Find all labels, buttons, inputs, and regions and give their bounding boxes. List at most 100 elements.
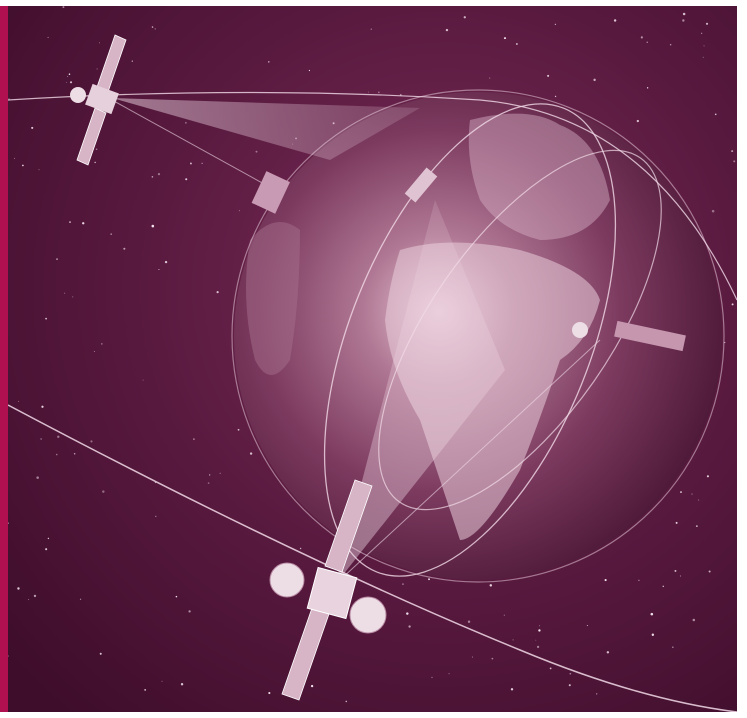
star: [164, 260, 168, 264]
signal-beam: [335, 200, 505, 585]
star: [161, 680, 163, 682]
star: [55, 453, 58, 456]
star: [593, 78, 596, 82]
star: [489, 77, 491, 79]
star: [367, 91, 369, 93]
star: [36, 476, 39, 479]
star: [68, 73, 71, 75]
star: [711, 209, 715, 213]
star: [467, 620, 471, 623]
star: [308, 69, 311, 72]
star: [706, 475, 709, 478]
star: [489, 584, 493, 587]
star: [201, 162, 203, 164]
star: [180, 683, 184, 686]
star: [8, 522, 9, 524]
star: [99, 42, 100, 44]
star: [538, 629, 541, 632]
star: [682, 19, 685, 22]
star: [64, 292, 66, 294]
orbit-ring: [323, 103, 617, 577]
star: [155, 515, 157, 518]
star: [463, 16, 466, 19]
star: [471, 656, 473, 658]
star: [18, 400, 19, 402]
star: [189, 162, 192, 165]
star: [67, 75, 69, 77]
star: [370, 28, 372, 30]
satellite: [251, 171, 290, 214]
satellite: [572, 320, 686, 352]
scene-content: [8, 6, 737, 712]
star: [310, 684, 314, 688]
star: [22, 164, 24, 167]
star: [445, 28, 449, 32]
solar-panel: [614, 320, 686, 352]
star: [406, 612, 409, 615]
star: [219, 472, 221, 474]
star: [8, 655, 9, 657]
star: [40, 438, 42, 440]
star: [158, 268, 160, 271]
antenna-dish: [572, 322, 588, 338]
star: [613, 19, 617, 22]
star: [703, 45, 705, 47]
star: [249, 452, 253, 455]
star: [431, 676, 433, 679]
star: [14, 157, 15, 159]
star: [731, 150, 734, 153]
satellite: [404, 167, 438, 203]
star: [554, 95, 557, 98]
star: [672, 646, 674, 649]
satellite: [70, 34, 127, 166]
star: [62, 6, 65, 9]
star: [185, 178, 188, 181]
star: [93, 351, 95, 352]
star: [102, 490, 105, 493]
star: [188, 610, 191, 613]
star: [701, 32, 703, 34]
star: [733, 160, 736, 163]
star: [82, 222, 85, 225]
star: [299, 547, 302, 550]
star: [31, 126, 34, 130]
star: [428, 578, 430, 581]
star: [512, 639, 514, 641]
signal-beam: [112, 98, 420, 160]
star: [646, 87, 649, 89]
star: [402, 583, 404, 585]
atmosphere-ring: [231, 89, 725, 583]
star: [568, 684, 571, 687]
orbit-line: [8, 91, 737, 301]
solar-panel: [324, 479, 373, 573]
star: [636, 119, 640, 123]
star: [207, 482, 210, 484]
star: [702, 56, 704, 58]
star: [569, 672, 572, 675]
star: [539, 625, 541, 627]
star: [38, 169, 40, 171]
star: [33, 594, 37, 598]
star: [238, 210, 240, 212]
orbit-line: [8, 404, 737, 712]
star: [73, 452, 76, 455]
antenna-dish: [349, 596, 387, 634]
star: [123, 247, 126, 250]
star: [662, 585, 664, 588]
star: [110, 233, 113, 235]
star: [90, 440, 93, 443]
satellite-body: [251, 171, 290, 214]
side-strip: [0, 6, 8, 712]
star: [94, 161, 96, 164]
star: [209, 474, 211, 476]
star: [144, 689, 147, 691]
satellite: [269, 479, 387, 701]
star: [604, 578, 607, 582]
star: [535, 639, 537, 641]
star: [268, 61, 270, 63]
satellite-body: [306, 566, 358, 620]
star: [95, 148, 98, 151]
star: [47, 537, 50, 540]
star: [378, 91, 380, 93]
antenna-dish: [269, 562, 305, 598]
